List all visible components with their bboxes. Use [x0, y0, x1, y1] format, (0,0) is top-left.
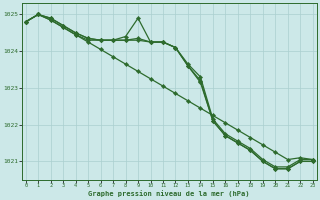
X-axis label: Graphe pression niveau de la mer (hPa): Graphe pression niveau de la mer (hPa)	[89, 190, 250, 197]
